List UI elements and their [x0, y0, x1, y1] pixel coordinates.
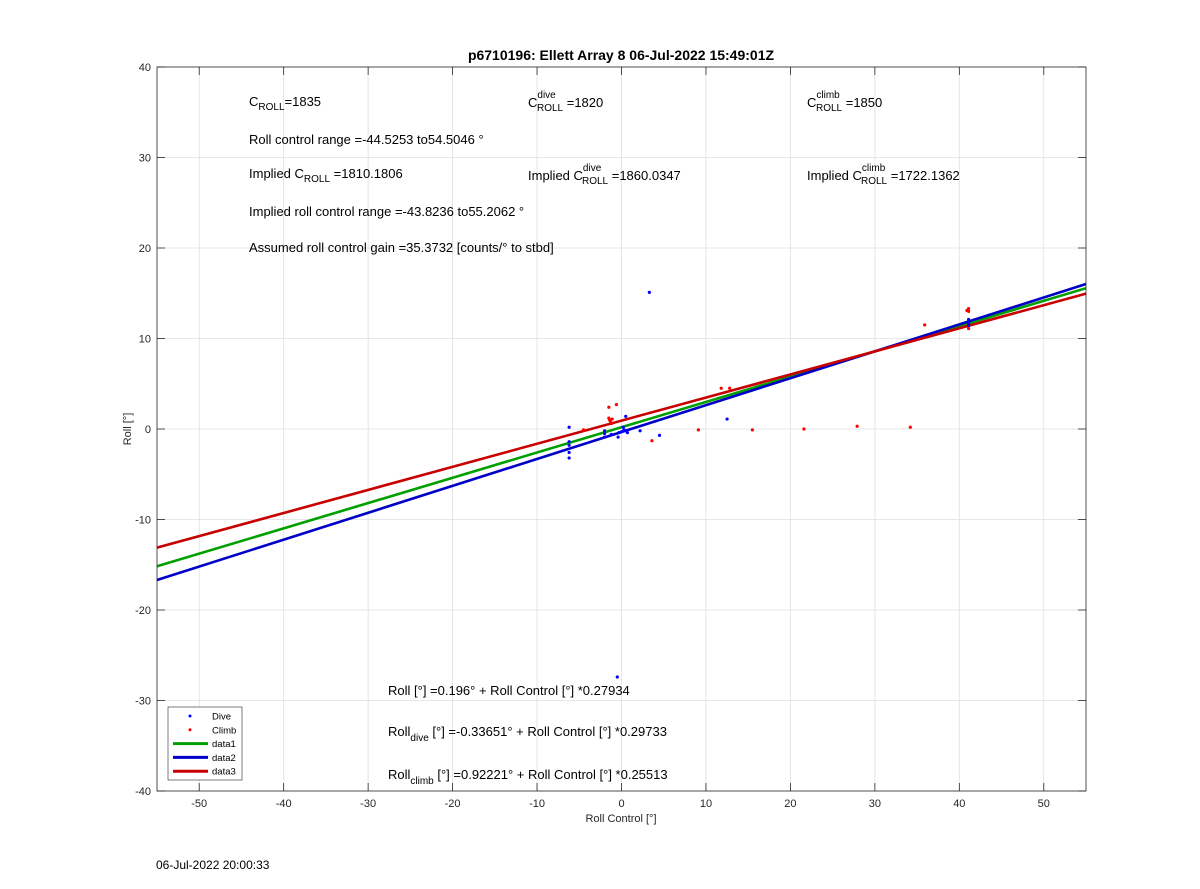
c-roll-climb-annotation: Cclimb ROLL =1850 — [807, 90, 882, 114]
x-tick-label: 30 — [869, 798, 881, 810]
x-axis-label: Roll Control [°] — [585, 813, 656, 825]
dive-point — [621, 425, 625, 429]
dive-point — [616, 435, 620, 439]
legend-label: Climb — [212, 725, 236, 736]
y-tick-label: 40 — [139, 62, 151, 74]
y-tick-label: -20 — [135, 605, 151, 617]
dive-point — [967, 324, 971, 328]
legend-label: data3 — [212, 767, 236, 778]
climb-point — [719, 386, 723, 390]
legend-label: data1 — [212, 739, 236, 750]
x-tick-label: -20 — [445, 798, 461, 810]
implied-roll-control-range-annotation: Implied roll control range =-43.8236 to5… — [249, 204, 524, 219]
dive-point — [603, 429, 607, 433]
climb-point — [607, 405, 611, 409]
legend-label: data2 — [212, 753, 236, 764]
climb-point — [728, 386, 732, 390]
dive-point — [567, 456, 571, 460]
climb-point — [696, 428, 700, 432]
legend-label: Dive — [212, 712, 231, 723]
y-tick-label: -40 — [135, 786, 151, 798]
y-tick-label: 20 — [139, 243, 151, 255]
dive-point — [567, 450, 571, 455]
implied-c-roll-annotation: Implied CROLL =1810.1806 — [249, 166, 403, 185]
x-tick-label: -40 — [276, 798, 292, 810]
dive-point — [567, 440, 571, 444]
climb-point — [923, 323, 927, 327]
c-roll-dive-annotation: Cdive ROLL =1820 — [528, 90, 603, 114]
y-tick-label: -10 — [135, 515, 151, 527]
dive-point — [567, 443, 571, 447]
climb-point — [967, 326, 971, 331]
dive-point — [967, 317, 971, 322]
dive-point — [603, 435, 607, 439]
y-tick-label: 0 — [145, 424, 151, 436]
fit-line-data3 — [156, 292, 1087, 549]
climb-point — [802, 427, 806, 431]
climb-point — [609, 421, 613, 426]
y-tick-label: -30 — [135, 696, 151, 708]
footer-timestamp: 06-Jul-2022 20:00:33 — [156, 858, 270, 872]
gain-annotation: Assumed roll control gain =35.3732 [coun… — [249, 240, 554, 255]
dive-point — [647, 290, 651, 294]
climb-point — [614, 402, 619, 407]
y-tick-label: 10 — [139, 334, 151, 346]
y-axis-label: Roll [°] — [122, 413, 134, 446]
fit-dive-annotation: Rolldive [°] =-0.33651° + Roll Control [… — [388, 724, 667, 744]
x-tick-label: 20 — [784, 798, 796, 810]
implied-c-roll-dive-annotation: Implied Cdive ROLL =1860.0347 — [528, 163, 681, 187]
fit-all-annotation: Roll [°] =0.196° + Roll Control [°] *0.2… — [388, 683, 630, 698]
climb-point — [855, 424, 859, 428]
climb-point — [908, 425, 912, 429]
dive-point — [619, 430, 624, 434]
dive-point — [638, 429, 642, 433]
data-points — [567, 290, 971, 679]
dive-point — [625, 431, 630, 435]
dive-point — [657, 433, 662, 437]
x-tick-label: 40 — [953, 798, 965, 810]
x-tick-label: 10 — [700, 798, 712, 810]
climb-point — [610, 417, 614, 421]
chart-title: p6710196: Ellett Array 8 06-Jul-2022 15:… — [468, 47, 775, 63]
x-tick-label: -10 — [529, 798, 545, 810]
roll-control-range-annotation: Roll control range =-44.5253 to54.5046 ° — [249, 132, 484, 147]
legend-marker-climb — [188, 728, 192, 732]
c-roll-annotation: CROLL=1835 — [249, 94, 321, 113]
climb-point — [581, 428, 586, 432]
dive-point — [967, 321, 971, 325]
dive-point — [624, 414, 628, 418]
x-tick-label: -50 — [191, 798, 207, 810]
x-tick-label: -30 — [360, 798, 376, 810]
dive-point — [617, 431, 621, 435]
dive-point — [567, 425, 571, 429]
climb-point — [750, 428, 755, 432]
climb-point — [650, 439, 654, 443]
x-tick-label: 50 — [1038, 798, 1050, 810]
x-tick-label: 0 — [618, 798, 624, 810]
y-tick-label: 30 — [139, 153, 151, 165]
legend-marker-dive — [188, 714, 192, 718]
dive-point — [615, 675, 619, 679]
legend: Dive Climb data1 data2 data3 — [167, 706, 243, 781]
axis-ticks: -50 -40 -30 -20 -10 0 10 20 30 40 50 -40 -30 -20 -10 0 1… — [135, 62, 1086, 810]
climb-point — [965, 308, 969, 313]
dive-point — [603, 431, 607, 436]
dive-point — [609, 432, 613, 437]
implied-c-roll-climb-annotation: Implied Cclimb ROLL =1722.1362 — [807, 163, 960, 187]
dive-point — [725, 417, 729, 421]
fit-climb-annotation: Rollclimb [°] =0.92221° + Roll Control [… — [388, 767, 668, 787]
